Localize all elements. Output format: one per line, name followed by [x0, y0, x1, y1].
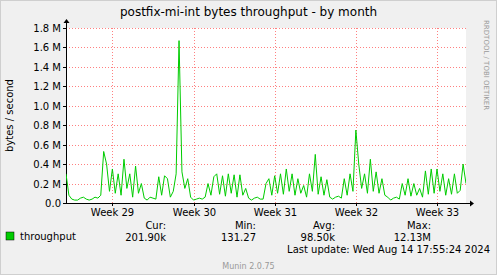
footer: Last update: Wed Aug 14 17:55:24 2024	[287, 244, 490, 255]
tick-label: 0.4 M	[33, 159, 61, 170]
stat-value: 131.27	[221, 232, 256, 243]
tick-mark	[63, 86, 66, 87]
tick-label: Week 29	[91, 207, 134, 218]
tick-mark	[63, 164, 66, 165]
tick-label: 0.2 M	[33, 179, 61, 190]
axis-label: bytes / second	[4, 79, 15, 152]
background	[0, 0, 497, 275]
tick-label: 0.0	[45, 198, 61, 209]
stat-label: Avg:	[313, 220, 335, 231]
grid-line	[66, 164, 466, 165]
watermark: RRDTOOL / TOBI OETIKER	[482, 20, 490, 110]
tick-label: Week 32	[335, 207, 378, 218]
grid-line	[66, 67, 466, 68]
legend-swatch	[6, 232, 14, 240]
tick-label: 0.8 M	[33, 120, 61, 131]
plot-area	[66, 28, 466, 203]
grid-line	[66, 47, 466, 48]
tick-label: Week 31	[254, 207, 297, 218]
tick-mark	[63, 203, 66, 204]
grid-line	[66, 86, 466, 87]
tick-mark	[63, 184, 66, 185]
grid-line	[194, 28, 195, 203]
series-line	[66, 41, 466, 200]
series-group	[66, 41, 466, 200]
stat-value: 201.90k	[125, 232, 166, 243]
tick-label: Week 33	[416, 207, 459, 218]
grid-line	[356, 28, 357, 203]
axis-arrow	[64, 19, 70, 23]
legend-label: throughput	[20, 231, 76, 242]
stat-value: 12.13M	[394, 232, 431, 243]
grid-line	[66, 28, 466, 29]
x-axis	[66, 203, 470, 204]
grid-line	[66, 125, 466, 126]
stat-label: Cur:	[145, 220, 166, 231]
stat-value: 98.50k	[301, 232, 336, 243]
tick-label: 1.8 M	[33, 23, 61, 34]
tick-label: 0.6 M	[33, 140, 61, 151]
stat-label: Max:	[407, 220, 431, 231]
title: postfix-mi-int bytes throughput - by mon…	[120, 5, 377, 19]
tick-label: 1.4 M	[33, 62, 61, 73]
tick-label: 1.0 M	[33, 101, 61, 112]
tick-mark	[63, 47, 66, 48]
tick-label: 1.6 M	[33, 42, 61, 53]
grid-line	[66, 106, 466, 107]
grid-line	[66, 145, 466, 146]
tick-mark	[63, 106, 66, 107]
tick-label: Week 30	[173, 207, 216, 218]
tick-mark	[63, 125, 66, 126]
stat-label: Min:	[235, 220, 256, 231]
credit: Munin 2.0.75	[222, 262, 274, 271]
axis-arrow	[470, 201, 474, 207]
border	[1, 1, 497, 275]
tick-mark	[63, 67, 66, 68]
chart: postfix-mi-int bytes throughput - by mon…	[0, 0, 497, 275]
tick-mark	[63, 145, 66, 146]
tick-mark	[63, 28, 66, 29]
tick-label: 1.2 M	[33, 81, 61, 92]
